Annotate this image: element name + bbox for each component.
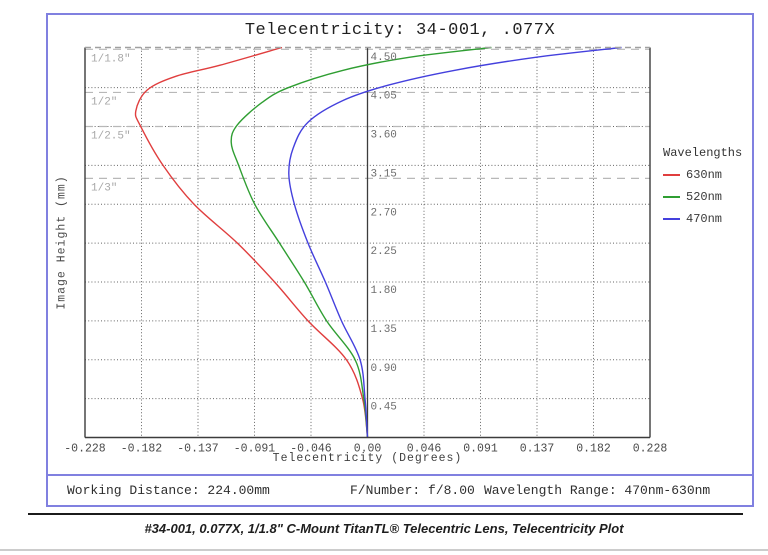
curve-520nm <box>230 46 492 438</box>
y-tick-label: 2.25 <box>371 246 397 258</box>
y-tick-label: 2.70 <box>371 207 397 219</box>
plot-svg: 1/1.8" 1/2" 1/2.5" 1/3" -0.228 -0.182 -0.137 -0… <box>64 46 668 456</box>
y-tick-label: 3.15 <box>371 168 397 180</box>
chart-title: Telecentricity: 34-001, .077X <box>244 21 556 40</box>
y-tick-label: 4.50 <box>371 52 397 64</box>
x-tick-label: 0.137 <box>520 443 555 456</box>
legend-items: 630nm 520nm 470nm <box>663 168 751 226</box>
format-line-label: 1/3" <box>91 182 117 194</box>
legend-swatch-icon <box>663 174 680 176</box>
legend-label: 470nm <box>686 212 723 226</box>
y-tick-label: 0.45 <box>371 402 397 414</box>
x-tick-label: -0.228 <box>64 443 106 456</box>
y-tick-label: 4.05 <box>371 91 397 103</box>
x-tick-label: -0.046 <box>290 443 332 456</box>
legend-swatch-icon <box>663 196 680 198</box>
x-tick-label: 0.228 <box>633 443 668 456</box>
legend-label: 520nm <box>686 190 723 204</box>
footer-working-distance: Working Distance: 224.00mm <box>67 483 270 498</box>
y-axis-label: Image Height (mm) <box>55 175 69 310</box>
legend-swatch-icon <box>663 218 680 220</box>
format-line-label: 1/2.5" <box>91 131 131 143</box>
legend-item-630nm: 630nm <box>663 168 751 182</box>
curve-630nm <box>134 46 369 438</box>
x-tick-label: -0.091 <box>234 443 276 456</box>
chart-box: Telecentricity: 34-001, .077X 1/1.8" 1/2"… <box>46 13 754 476</box>
y-tick-label: 3.60 <box>371 130 397 142</box>
curve-470nm <box>288 46 622 438</box>
format-line-label: 1/2" <box>91 96 117 108</box>
x-tick-label: 0.182 <box>576 443 611 456</box>
y-tick-label: 1.80 <box>371 285 397 297</box>
footer-wavelength-range: Wavelength Range: 470nm-630nm <box>484 483 711 498</box>
x-tick-label: 0.091 <box>463 443 498 456</box>
bottom-rule <box>0 549 768 551</box>
y-tick-label: 1.35 <box>371 324 397 336</box>
legend: Wavelengths 630nm 520nm 470nm <box>663 146 751 234</box>
footer-box: Working Distance: 224.00mm F/Number: f/8… <box>46 476 754 507</box>
footer-f-number: F/Number: f/8.00 <box>350 483 475 498</box>
x-tick-label: -0.182 <box>121 443 163 456</box>
legend-item-470nm: 470nm <box>663 212 751 226</box>
x-tick-label: 0.00 <box>354 443 382 456</box>
legend-label: 630nm <box>686 168 723 182</box>
y-tick-label: 0.90 <box>371 363 397 375</box>
x-tick-label: -0.137 <box>177 443 218 456</box>
legend-title: Wavelengths <box>663 146 743 160</box>
x-axis-label: Telecentricity (Degrees) <box>272 452 463 465</box>
format-line-label: 1/1.8" <box>91 53 131 65</box>
caption: #34-001, 0.077X, 1/1.8" C-Mount TitanTL®… <box>144 521 624 536</box>
x-tick-label: 0.046 <box>407 443 442 456</box>
divider-rule <box>28 513 743 515</box>
legend-item-520nm: 520nm <box>663 190 751 204</box>
